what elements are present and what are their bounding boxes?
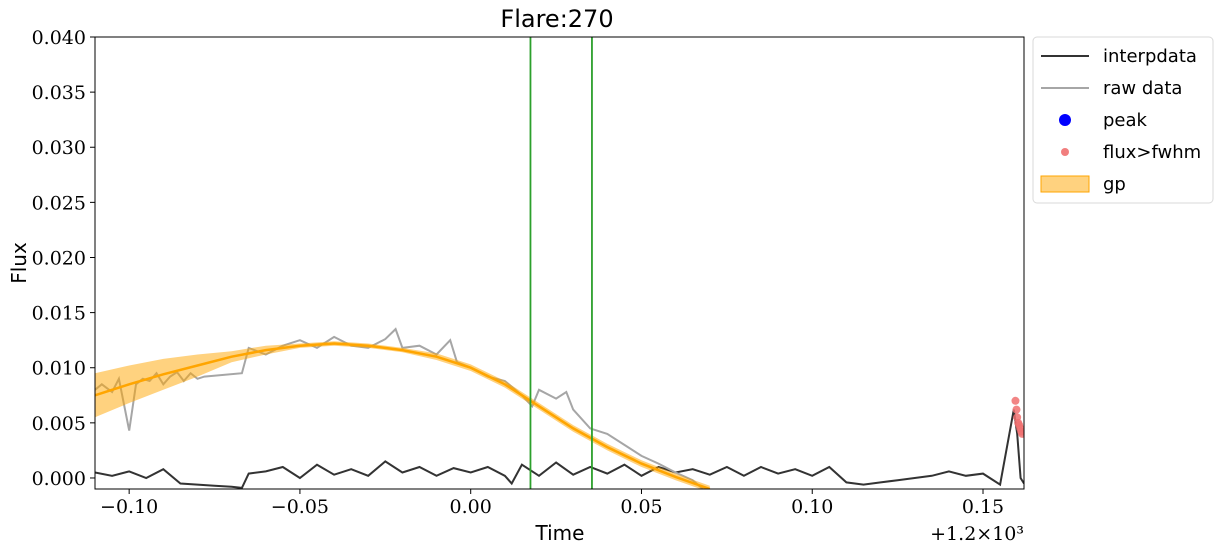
x-tick-label: −0.10 (100, 496, 158, 518)
flux-fwhm-point (1018, 429, 1024, 438)
legend-box (1032, 36, 1214, 204)
interpdata-line (95, 409, 1024, 489)
y-axis-label: Flux (7, 242, 31, 284)
x-axis-label: Time (535, 521, 585, 545)
legend-swatch-flux-fwhm (1061, 148, 1069, 156)
legend-swatch-gp (1040, 175, 1090, 193)
y-tick-label: 0.005 (32, 413, 86, 435)
y-tick-label: 0.010 (32, 358, 86, 380)
flux-fwhm-point (1011, 396, 1020, 405)
gp-confidence-band (95, 341, 710, 489)
legend: interpdata raw data peak flux>fwhm gp (1032, 36, 1214, 204)
gp-mean-line (95, 342, 711, 489)
plot-area (95, 37, 1024, 489)
legend-label-peak: peak (1103, 110, 1148, 131)
y-tick-label: 0.000 (32, 468, 86, 490)
y-tick-label: 0.025 (32, 192, 86, 214)
plot-frame (94, 36, 1025, 490)
y-tick-label: 0.035 (32, 82, 86, 104)
y-tick-label: 0.020 (32, 247, 86, 269)
y-tick-label: 0.030 (32, 137, 86, 159)
x-tick-label: −0.05 (271, 496, 329, 518)
legend-label-raw-data: raw data (1103, 78, 1182, 99)
x-tick-label: 0.10 (791, 496, 833, 518)
x-axis-offset-text: +1.2×10³ (930, 523, 1024, 545)
x-tick-label: 0.05 (620, 496, 662, 518)
x-tick-label: 0.15 (962, 496, 1004, 518)
flux-fwhm-point (1012, 405, 1021, 414)
legend-label-flux-fwhm: flux>fwhm (1103, 142, 1201, 163)
legend-label-gp: gp (1103, 174, 1126, 195)
x-tick-label: 0.00 (450, 496, 492, 518)
chart-title: Flare:270 (500, 5, 613, 33)
axes: −0.10 −0.05 0.00 0.05 0.10 0.15 0.000 0.005 0.01… (32, 27, 1025, 518)
legend-swatch-peak (1059, 114, 1071, 126)
legend-label-interpdata: interpdata (1103, 46, 1197, 67)
raw-data-line (95, 327, 704, 489)
y-tick-label: 0.015 (32, 303, 86, 325)
y-tick-label: 0.040 (32, 27, 86, 49)
